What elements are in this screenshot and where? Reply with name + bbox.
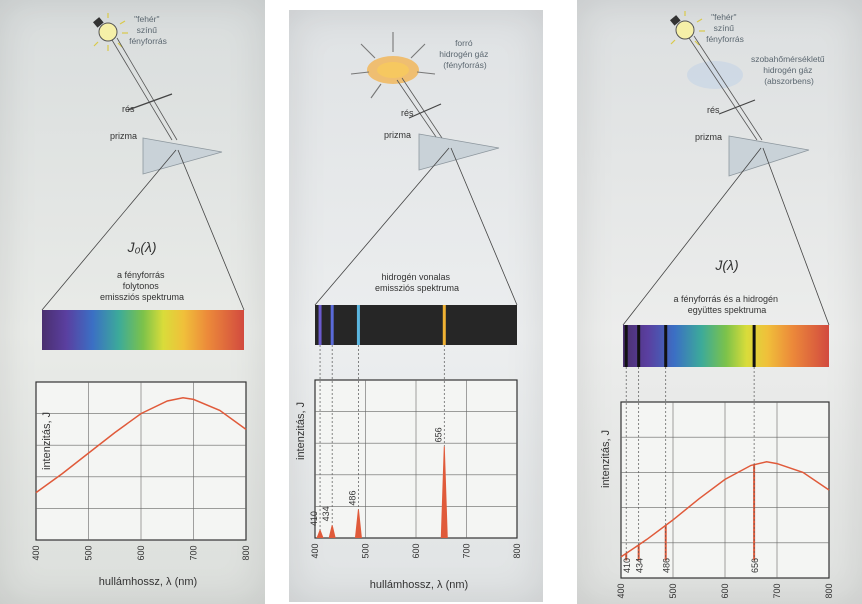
line-label: 656 (750, 558, 760, 573)
prism (142, 137, 223, 175)
intensity-curve (620, 461, 830, 558)
y-axis-label: intenzitás, J (295, 402, 307, 460)
intensity-curve (35, 397, 247, 494)
x-tick-label: 600 (720, 583, 730, 598)
y-axis-label: intenzitás, J (600, 430, 612, 488)
hot-gas-icon (350, 32, 436, 99)
y-axis-label: intenzitás, J (41, 412, 53, 470)
emission-band (318, 305, 322, 345)
source-label: "fehér" színű fényforrás (129, 14, 167, 46)
x-axis-label: hullámhossz, λ (nm) (370, 579, 468, 591)
x-tick-label: 700 (189, 545, 199, 560)
x-tick-label: 400 (616, 583, 626, 598)
line-label: 486 (347, 491, 357, 506)
x-tick-label: 500 (361, 543, 371, 558)
slit (408, 103, 442, 119)
x-tick-label: 700 (462, 543, 472, 558)
panel-continuous-spectrum: "fehér" színű fényforrás rés prizma J₀(λ… (0, 0, 265, 604)
line-label: 656 (433, 427, 443, 442)
spectrum-caption: hidrogén vonalas emissziós spektruma (375, 272, 459, 293)
x-tick-label: 800 (241, 545, 251, 560)
slit (718, 99, 756, 115)
emission-band (330, 305, 334, 345)
panel-1-drawing: "fehér" színű fényforrás rés prizma J₀(λ… (31, 13, 251, 588)
continuous-spectrum-strip (42, 310, 244, 350)
chart-3: 410 434 486 656 (620, 367, 830, 579)
x-tick-label: 600 (136, 545, 146, 560)
combined-spectrum-strip (623, 325, 829, 367)
panel-3-drawing: "fehér" színű fényforrás szobahőmérsékle… (600, 11, 834, 599)
panel-absorption-spectrum: "fehér" színű fényforrás szobahőmérsékle… (577, 0, 862, 604)
slit (127, 93, 173, 111)
prism-label: prizma (384, 130, 411, 140)
chart-2: 410 434 486 656 (309, 345, 518, 539)
x-tick-label: 400 (31, 545, 41, 560)
panel-emission-spectrum: forró hidrogén gáz (fényforrás) rés priz… (289, 10, 543, 602)
absorption-band (752, 325, 756, 367)
line-label: 486 (662, 558, 672, 573)
spectrum-caption: a fényforrás folytonos emissziós spektru… (100, 270, 184, 302)
absorption-band (664, 325, 668, 367)
formula-label: J(λ) (714, 257, 738, 273)
emission-spectrum-strip (315, 305, 517, 345)
prism (418, 133, 500, 171)
emission-band (442, 305, 446, 345)
slit-label: rés (122, 104, 135, 114)
panel-2-drawing: forró hidrogén gáz (fényforrás) rés priz… (295, 32, 522, 591)
prism-label: prizma (695, 132, 722, 142)
line-label: 410 (309, 511, 319, 526)
light-bulb-icon (93, 13, 128, 51)
x-tick-label: 600 (411, 543, 421, 558)
x-axis-label: hullámhossz, λ (nm) (99, 576, 197, 588)
source-label: "fehér" színű fényforrás (706, 12, 744, 44)
absorption-band (624, 325, 628, 367)
formula-label: J₀(λ) (126, 239, 156, 255)
source-label: forró hidrogén gáz (fényforrás) (439, 38, 491, 70)
light-bulb-icon (670, 11, 705, 46)
prism (728, 135, 810, 177)
line-label: 410 (622, 558, 632, 573)
x-tick-label: 500 (84, 545, 94, 560)
hydrogen-gas-cloud (687, 61, 743, 89)
chart-1 (35, 381, 247, 541)
slit-label: rés (401, 108, 414, 118)
slit-label: rés (707, 105, 720, 115)
absorber-label: szobahőmérsékletű hidrogén gáz (abszorbe… (751, 54, 827, 86)
spectrum-caption: a fényforrás és a hidrogén együttes spek… (673, 294, 780, 315)
line-label: 434 (635, 558, 645, 573)
prism-label: prizma (110, 131, 137, 141)
x-tick-label: 800 (512, 543, 522, 558)
x-tick-label: 500 (668, 583, 678, 598)
x-tick-label: 400 (310, 543, 320, 558)
line-label: 434 (321, 506, 331, 521)
absorption-band (637, 325, 641, 367)
x-tick-label: 700 (772, 583, 782, 598)
x-tick-label: 800 (824, 583, 834, 598)
emission-band (356, 305, 360, 345)
